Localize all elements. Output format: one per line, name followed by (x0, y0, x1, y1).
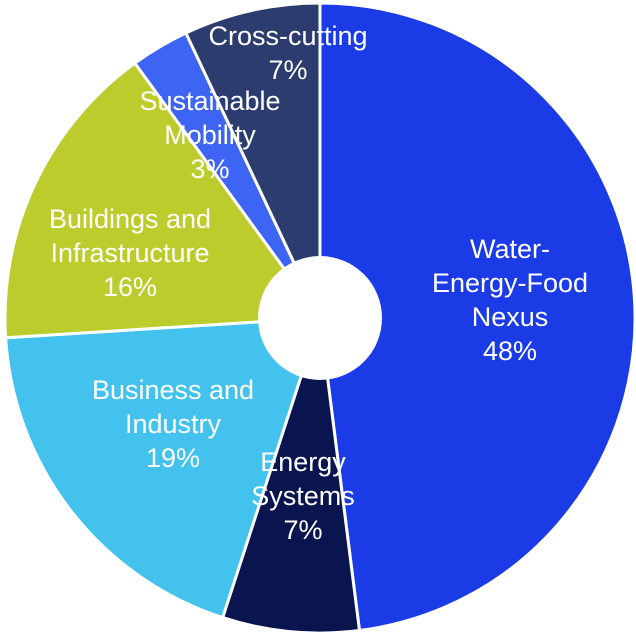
slice-name-line: Industry (125, 409, 222, 439)
pie-slice-5 (184, 1, 322, 320)
slice-percent-label: 7% (283, 515, 322, 545)
slice-percent-label: 16% (103, 272, 157, 302)
chart-labels: Water- Energy-Food Nexus 48% Energy Systems 7%… (49, 21, 588, 545)
slice-percent-label: 3% (190, 154, 229, 184)
slice-name-line: Infrastructure (50, 238, 209, 268)
slice-name-line: Mobility (164, 120, 256, 150)
slice-percent-label: 7% (268, 55, 307, 85)
slice-name-line: Cross-cutting (208, 21, 367, 51)
pie-slice-2 (4, 316, 322, 620)
slice-label-5: Cross-cutting 7% (208, 21, 367, 85)
slice-label-3: Buildings and Infrastructure 16% (49, 204, 211, 302)
slice-label-2: Business and Industry 19% (92, 375, 254, 473)
slice-name-line: Business and (92, 375, 254, 405)
slice-label-0: Water- Energy-Food Nexus 48% (432, 234, 588, 366)
slice-name-line: Energy-Food (432, 268, 588, 298)
slice-label-1: Energy Systems 7% (251, 447, 355, 545)
slice-name-line: Water- (470, 234, 550, 264)
pie-slice-3 (3, 61, 322, 340)
pie-slice-1 (221, 316, 361, 634)
slice-name-line: Buildings and (49, 204, 211, 234)
slice-name-line: Systems (251, 481, 355, 511)
slice-percent-label: 19% (146, 443, 200, 473)
donut-hole (258, 256, 382, 380)
slice-name-line: Sustainable (139, 86, 280, 116)
slice-label-4: Sustainable Mobility 3% (139, 86, 280, 184)
slice-percent-label: 48% (483, 336, 537, 366)
slice-name-line: Energy (260, 447, 346, 477)
chart-slices (3, 1, 636, 634)
slice-name-line: Nexus (472, 302, 549, 332)
pie-slice-0 (318, 1, 636, 633)
